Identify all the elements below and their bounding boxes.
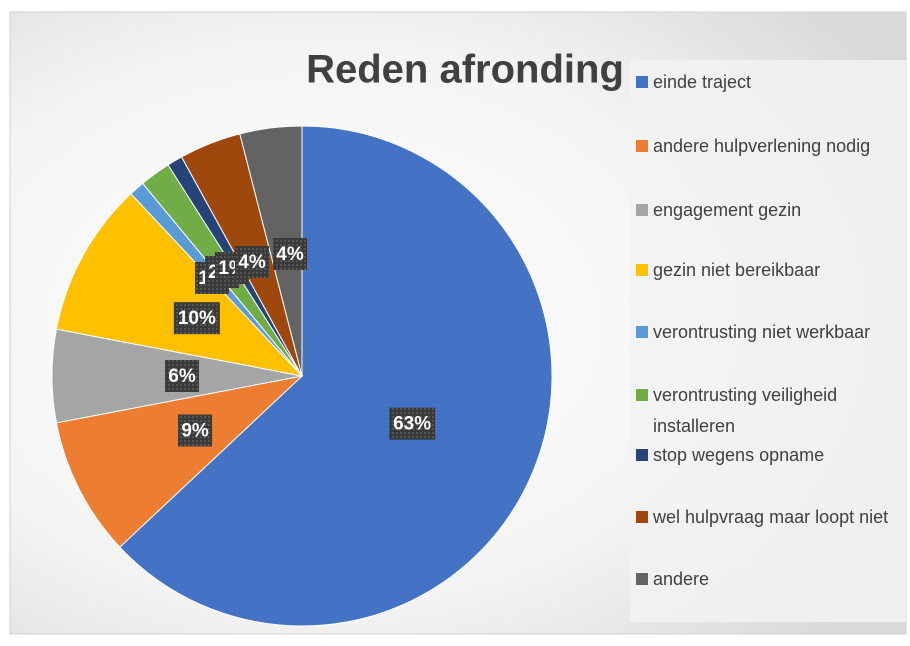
legend-item: einde traject: [636, 67, 906, 98]
legend-swatch: [636, 326, 648, 338]
legend-item: andere hulpverlening nodig: [636, 131, 906, 162]
data-label-box: [165, 360, 199, 392]
data-label-box: [389, 407, 436, 440]
pie-slice: [55, 375, 304, 548]
legend-swatch: [636, 76, 648, 88]
legend-label: andere hulpverlening nodig: [653, 136, 871, 156]
legend-item: stop wegens opname: [636, 440, 906, 471]
chart-title: Reden afronding: [306, 48, 624, 92]
legend-swatch: [636, 204, 648, 216]
pie-slice: [239, 125, 303, 377]
legend-label: einde traject: [653, 72, 752, 92]
data-label: 4%: [276, 244, 304, 265]
legend-swatch: [636, 264, 648, 276]
data-label: 4%: [238, 252, 266, 273]
legend-item: wel hulpvraag maar loopt niet: [636, 502, 906, 533]
legend-swatch: [636, 449, 648, 461]
data-label: 6%: [168, 366, 196, 387]
legend-label: gezin niet bereikbaar: [653, 260, 821, 280]
legend-label: engagement gezin: [653, 200, 802, 220]
data-label-box: [273, 238, 307, 270]
legend-label: andere: [653, 569, 710, 589]
data-label-box: [173, 302, 220, 335]
legend-label: stop wegens opname: [653, 445, 825, 465]
pie-slice: [55, 193, 304, 377]
legend-label: wel hulpvraag maar loopt niet: [653, 507, 889, 527]
legend-swatch: [636, 140, 648, 152]
pie-slice: [119, 125, 553, 627]
legend-item: verontrusting niet werkbaar: [636, 317, 906, 348]
data-label-box: [235, 246, 269, 278]
data-label: 10%: [178, 308, 216, 329]
legend-item: gezin niet bereikbaar: [636, 255, 906, 286]
data-label: 9%: [181, 420, 209, 441]
data-label-box: [178, 414, 213, 447]
legend-label: verontrusting niet werkbaar: [653, 322, 871, 342]
legend-item: engagement gezin: [636, 195, 906, 226]
legend-swatch: [636, 389, 648, 401]
legend-swatch: [636, 573, 648, 585]
data-label: 63%: [393, 414, 431, 435]
legend-panel: [630, 60, 906, 622]
legend-item: verontrusting veiligheid installeren: [636, 380, 906, 442]
legend-swatch: [636, 511, 648, 523]
legend-label: verontrusting veiligheid installeren: [653, 385, 838, 436]
legend-item: andere: [636, 564, 906, 595]
